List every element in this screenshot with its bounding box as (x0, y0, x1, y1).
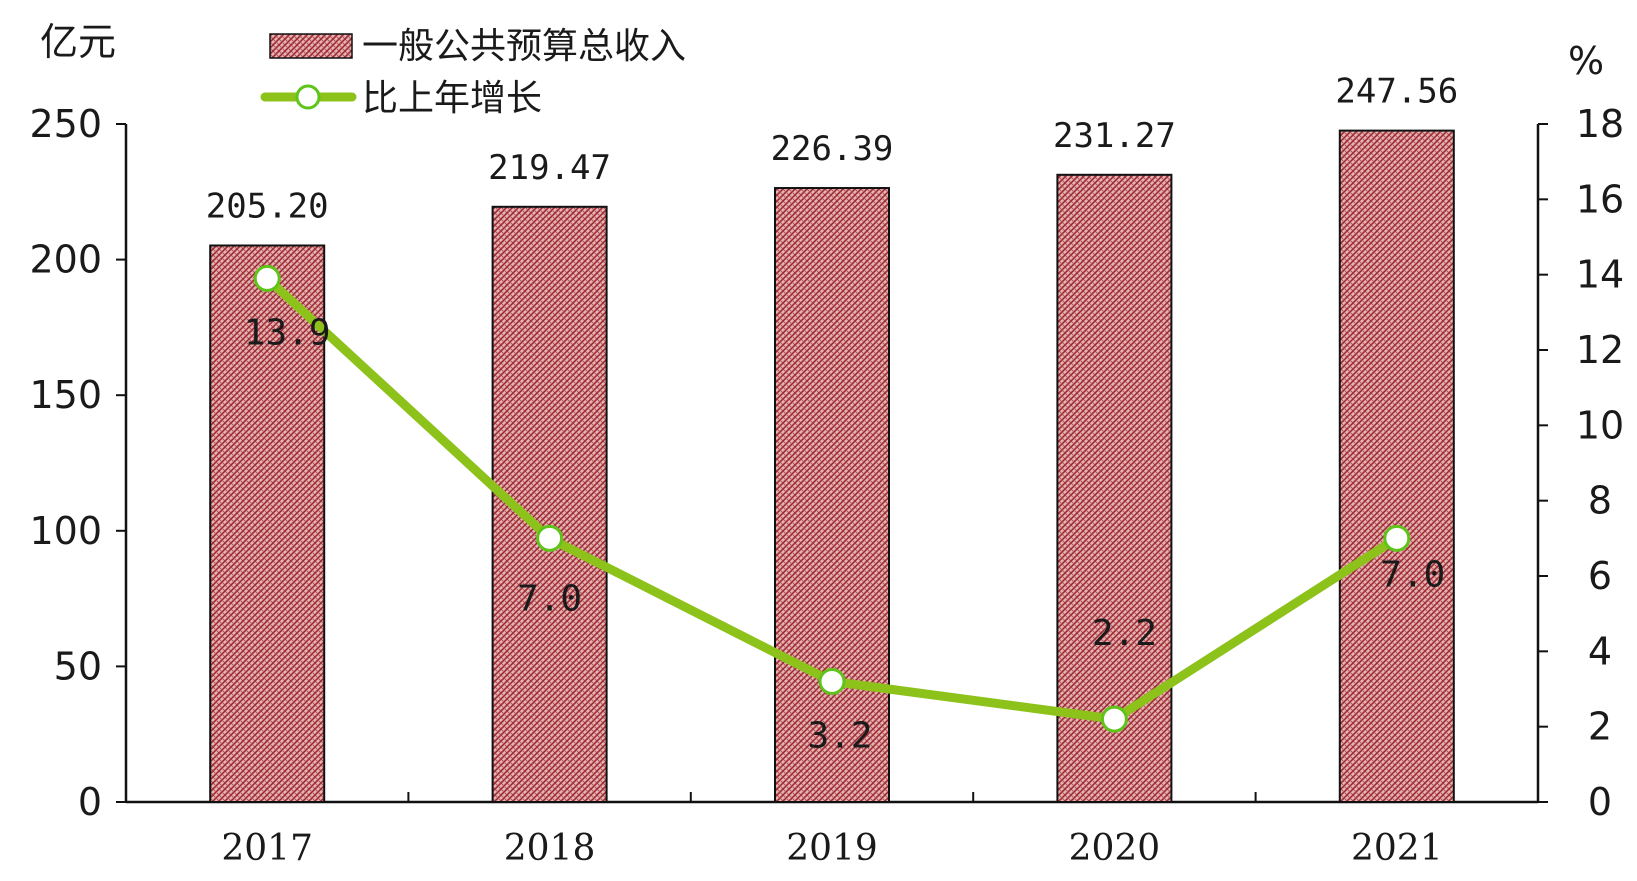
right-tick-label: 14 (1576, 253, 1624, 297)
left-tick-label: 50 (54, 644, 102, 688)
right-axis-ticks: 0 2 4 6 8 10 12 14 16 18 (1538, 102, 1624, 824)
line-point (1100, 705, 1128, 733)
bar (209, 244, 326, 803)
bar-value-label: 219.47 (488, 148, 611, 188)
line-point (253, 264, 281, 292)
line-point (818, 667, 846, 695)
line-value-label: 3.2 (807, 715, 872, 756)
right-tick-label: 4 (1588, 629, 1612, 673)
bar (774, 187, 890, 803)
left-tick-label: 250 (29, 102, 102, 146)
left-axis-ticks: 0 50 100 150 200 250 (29, 102, 126, 824)
bar-value-label: 226.39 (771, 129, 894, 169)
right-tick-label: 2 (1588, 705, 1612, 749)
x-tick-label: 2017 (221, 828, 313, 869)
left-tick-label: 0 (78, 780, 102, 824)
x-tick-label: 2018 (504, 828, 596, 869)
bar-series (209, 129, 1455, 803)
bar-value-label: 231.27 (1053, 116, 1176, 156)
legend-swatch-bar (269, 33, 353, 59)
left-axis-unit: 亿元 (40, 20, 116, 64)
left-tick-label: 200 (29, 238, 102, 282)
right-tick-label: 6 (1588, 554, 1612, 598)
line-value-label: 2.2 (1092, 613, 1157, 654)
right-tick-label: 10 (1576, 403, 1624, 447)
left-tick-label: 150 (29, 373, 102, 417)
x-tick-label: 2020 (1069, 828, 1161, 869)
x-axis-ticks: 2017 2018 2019 2020 2021 (221, 792, 1443, 869)
right-tick-label: 18 (1576, 102, 1624, 146)
line-value-label: 7.0 (517, 578, 582, 619)
bar-value-label: 205.20 (206, 186, 329, 226)
legend-label-line: 比上年增长 (362, 78, 542, 119)
right-tick-label: 0 (1588, 780, 1612, 824)
line-point (1383, 524, 1411, 552)
right-tick-label: 16 (1576, 177, 1624, 221)
bar-labels: 205.20 219.47 226.39 231.27 247.56 (206, 72, 1458, 227)
right-tick-label: 8 (1588, 479, 1612, 523)
x-tick-label: 2021 (1351, 828, 1443, 869)
bar (1338, 129, 1455, 803)
line-value-label: 7.0 (1380, 554, 1445, 595)
legend: 一般公共预算总收入 比上年增长 (260, 26, 686, 119)
right-tick-label: 12 (1576, 328, 1624, 372)
line-series (253, 264, 1411, 733)
line-point (536, 524, 564, 552)
legend-label-bar: 一般公共预算总收入 (362, 26, 686, 67)
line-value-label: 13.9 (244, 312, 331, 353)
line-labels: 13.9 7.0 3.2 2.2 7.0 (244, 312, 1445, 756)
left-tick-label: 100 (29, 509, 102, 553)
x-tick-label: 2019 (786, 828, 878, 869)
bar-value-label: 247.56 (1335, 72, 1458, 112)
legend-swatch-marker (295, 84, 321, 110)
right-axis-unit: % (1568, 39, 1604, 83)
